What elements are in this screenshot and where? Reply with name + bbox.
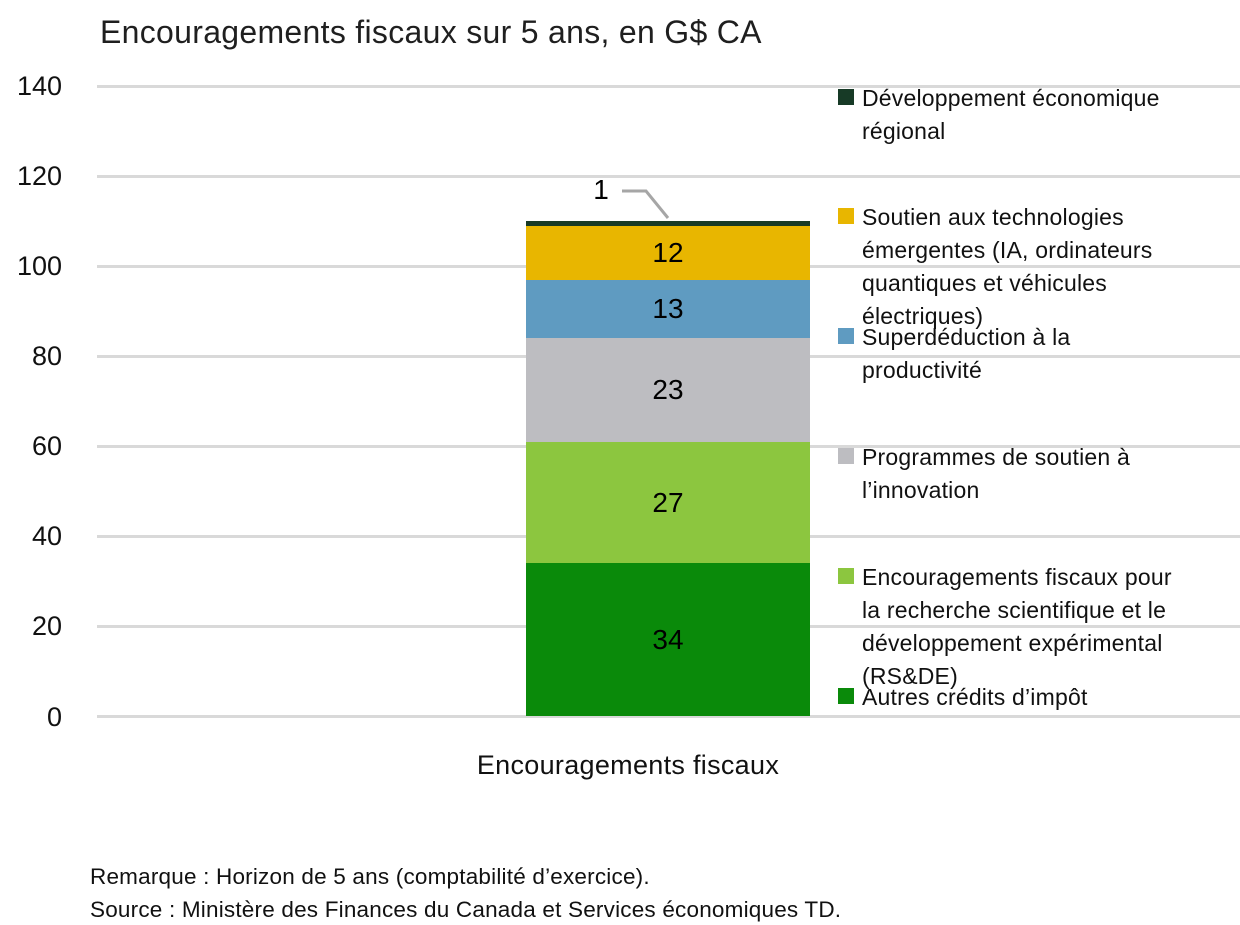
legend-item-5: Autres crédits d’impôt [838,681,1230,714]
bar-segment-5 [526,221,810,226]
legend-label-2: Superdéduction à la productivité [862,324,1071,383]
legend-label-3: Programmes de soutien à l’innovation [862,444,1130,503]
chart-title: Encouragements fiscaux sur 5 ans, en G$ … [100,14,762,50]
legend-item-3: Programmes de soutien à l’innovation [838,441,1230,507]
gridline-y-120 [97,174,1240,178]
bar-segment-1 [526,441,810,564]
legend-item-4: Encouragements fiscaux pour la recherche… [838,561,1230,693]
legend-item-0: Développement économique régional [838,82,1230,148]
legend-swatch-icon-4 [838,568,854,584]
y-tick-label-100: 100 [16,251,62,282]
y-tick-label-80: 80 [31,341,62,372]
remark-note: Remarque : Horizon de 5 ans (comptabilit… [90,864,650,889]
legend-label-5: Autres crédits d’impôt [862,684,1088,710]
legend-swatch-icon-1 [838,208,854,224]
segment-value-label-3: 13 [652,292,684,324]
footnotes: Remarque : Horizon de 5 ans (comptabilit… [90,860,841,925]
legend-swatch-icon-3 [838,448,854,464]
legend-label-1: Soutien aux technologies émergentes (IA,… [862,204,1153,329]
gridline-y-0 [97,715,1240,718]
gridline-y-140 [97,84,1240,88]
legend-swatch-icon-5 [838,688,854,704]
source-note: Source : Ministère des Finances du Canad… [90,897,842,922]
legend-label-4: Encouragements fiscaux pour la recherche… [862,564,1172,689]
segment-value-label-1: 27 [652,486,684,518]
segment-value-label-regional: 1 [593,174,609,205]
legend-item-2: Superdéduction à la productivité [838,321,1230,387]
y-tick-label-60: 60 [31,431,62,462]
segment-value-label-2: 23 [652,373,684,405]
y-tick-label-140: 140 [16,71,62,101]
y-tick-label-20: 20 [31,611,62,642]
bar-segment-0 [526,563,810,717]
y-tick-label-0: 0 [46,701,62,732]
segment-value-label-0: 34 [652,623,684,655]
bar-segment-2 [526,338,810,442]
segment-value-label-4: 12 [652,236,684,268]
bar-segment-4 [526,225,810,280]
legend-label-0: Développement économique régional [862,85,1160,144]
legend-swatch-icon-0 [838,89,854,105]
y-tick-label-40: 40 [31,521,62,552]
legend-swatch-icon-2 [838,328,854,344]
y-tick-label-120: 120 [16,161,62,192]
legend-item-1: Soutien aux technologies émergentes (IA,… [838,201,1230,333]
x-axis-label: Encouragements fiscaux [476,750,780,780]
bar-segment-3 [526,279,810,339]
